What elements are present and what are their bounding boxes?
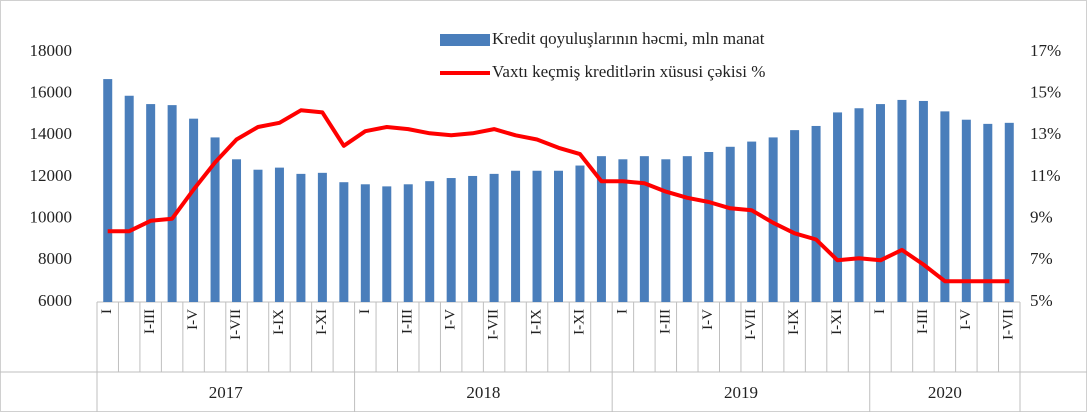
x-tick-label: I-V [700,309,716,330]
bar [468,175,478,302]
bar [403,184,413,302]
x-tick-label: I-XI [314,309,330,335]
y-tick-label: 6000 [38,291,72,310]
bar [360,184,370,302]
bar [661,159,671,302]
bar [339,182,349,302]
bar [940,111,950,302]
bar [983,123,993,302]
bar [274,167,284,302]
bar [790,130,800,302]
x-tick-label: I-XI [829,309,845,335]
x-tick-label: I-VII [743,309,759,340]
bar [167,105,177,302]
x-tick-label: I-III [400,309,416,334]
x-tick-label: I-V [958,309,974,330]
bar [189,118,199,303]
year-label: 2017 [209,383,244,402]
line-series [107,108,1010,284]
x-tick-label: I-V [185,309,201,330]
bar [124,95,134,302]
bar [232,159,242,302]
y2-tick-label: 7% [1030,249,1053,268]
bar [811,125,821,302]
bar [875,104,885,302]
x-tick-label: I-VII [486,309,502,340]
bar [596,156,606,302]
bar [768,137,778,302]
bar [854,108,864,302]
x-tick-label: I [99,309,115,314]
bar [446,178,456,302]
x-tick-label: I-IX [271,309,287,335]
bar [961,119,971,302]
y-tick-label: 14000 [30,124,73,143]
x-tick-label: I-VII [1001,309,1017,340]
y2-tick-label: 9% [1030,208,1053,227]
x-tick-label: I [357,309,373,314]
bar [103,79,113,302]
x-tick-label: I [872,309,888,314]
x-tick-label: I-VII [228,309,244,340]
y2-tick-label: 5% [1030,291,1053,310]
x-tick-label: I-XI [571,309,587,335]
x-tick-label: I-V [443,309,459,330]
bar [725,146,735,302]
y2-tick-label: 15% [1030,83,1061,102]
year-label: 2019 [724,383,758,402]
x-tick-label: I-IX [528,309,544,335]
bar [575,165,585,302]
y-tick-label: 16000 [30,83,73,102]
bar [1004,122,1014,302]
x-tick-label: I [614,309,630,314]
y-tick-label: 12000 [30,166,73,185]
bar [639,156,649,302]
x-tick-label: I-III [657,309,673,334]
x-tick-label: I-IX [786,309,802,335]
y-tick-label: 8000 [38,249,72,268]
bar [747,141,757,302]
y-tick-label: 18000 [30,41,73,60]
year-label: 2018 [466,383,500,402]
bar [317,172,327,302]
bar [146,104,156,302]
x-tick-label: I-III [915,309,931,334]
x-tick-label: I-III [142,309,158,334]
legend-swatch [440,34,490,46]
bar [532,170,542,302]
bar [682,156,692,302]
bar [897,99,907,303]
bar [253,169,263,302]
bar [704,152,714,302]
legend-label: Vaxtı keçmiş kreditlərin xüsusi çəkisi % [492,62,765,81]
bar [618,159,628,302]
legend-label: Kredit qoyuluşlarının həcmi, mln manat [492,29,765,48]
bar [382,186,392,302]
y-tick-label: 10000 [30,208,73,227]
y2-tick-label: 11% [1030,166,1061,185]
year-label: 2020 [928,383,962,402]
y2-tick-label: 13% [1030,124,1061,143]
bar [296,173,306,302]
bar [210,137,220,302]
y2-tick-label: 17% [1030,41,1061,60]
bar [425,181,435,302]
bar [918,100,928,302]
bar [489,173,499,302]
bar [511,170,521,302]
bar [554,170,563,302]
bar [833,112,843,303]
